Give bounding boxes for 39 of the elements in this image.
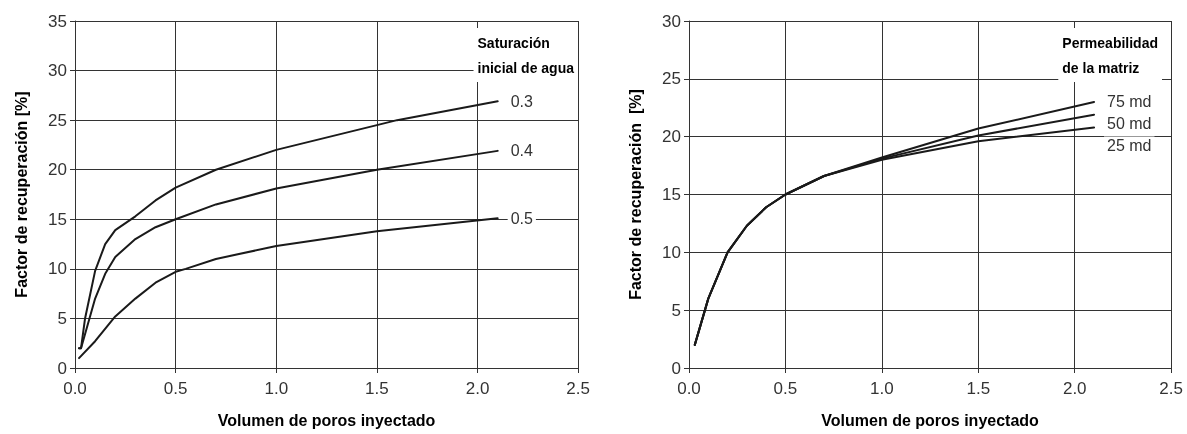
y-tick-label: 10 <box>662 242 681 262</box>
x-tick-label: 0.5 <box>163 379 188 398</box>
series-label: 50 md <box>1107 115 1152 133</box>
y-tick-label: 0 <box>671 358 681 378</box>
x-tick-label: 0.5 <box>773 379 798 398</box>
y-tick-label: 20 <box>662 127 681 147</box>
y-tick-label: 30 <box>662 11 681 31</box>
y-tick-label: 15 <box>662 185 681 204</box>
y-tick-label: 0 <box>57 358 67 378</box>
y-tick-label: 30 <box>48 61 67 81</box>
y-tick-label: 20 <box>48 160 67 180</box>
x-tick-label: 1.5 <box>966 379 991 398</box>
y-axis-title: Factor de recuperación [%] <box>12 91 30 298</box>
legend-title: Permeabilidad de la matriz <box>1062 34 1158 76</box>
x-axis-title: Volumen de poros inyectado <box>217 411 436 429</box>
series-label: 25 md <box>1107 136 1152 154</box>
x-tick-label: 1.0 <box>264 379 289 398</box>
x-tick-label: 2.5 <box>566 379 590 398</box>
x-tick-label: 2.0 <box>1062 379 1087 398</box>
y-tick-label: 10 <box>48 259 67 279</box>
series-label: 0.5 <box>510 209 534 227</box>
x-tick-label: 0.0 <box>677 379 701 398</box>
y-axis-title: Factor de recuperación [%] <box>626 89 644 300</box>
series-label: 0.3 <box>510 92 534 110</box>
y-tick-label: 15 <box>48 209 67 229</box>
y-tick-label: 5 <box>57 308 67 328</box>
y-tick-label: 25 <box>662 69 681 89</box>
y-tick-label: 5 <box>671 300 681 320</box>
x-tick-label: 2.5 <box>1159 379 1183 398</box>
series-label: 75 md <box>1107 93 1152 111</box>
x-tick-label: 1.5 <box>365 379 389 398</box>
series-label: 0.4 <box>510 142 534 160</box>
legend-title: Saturación inicial de agua <box>477 34 575 76</box>
y-tick-label: 25 <box>48 110 67 130</box>
x-tick-label: 2.0 <box>465 379 490 398</box>
x-tick-label: 1.0 <box>870 379 894 398</box>
x-tick-label: 0.0 <box>63 379 87 398</box>
y-tick-label: 35 <box>48 11 67 31</box>
x-axis-title: Volumen de poros inyectado <box>821 411 1040 429</box>
